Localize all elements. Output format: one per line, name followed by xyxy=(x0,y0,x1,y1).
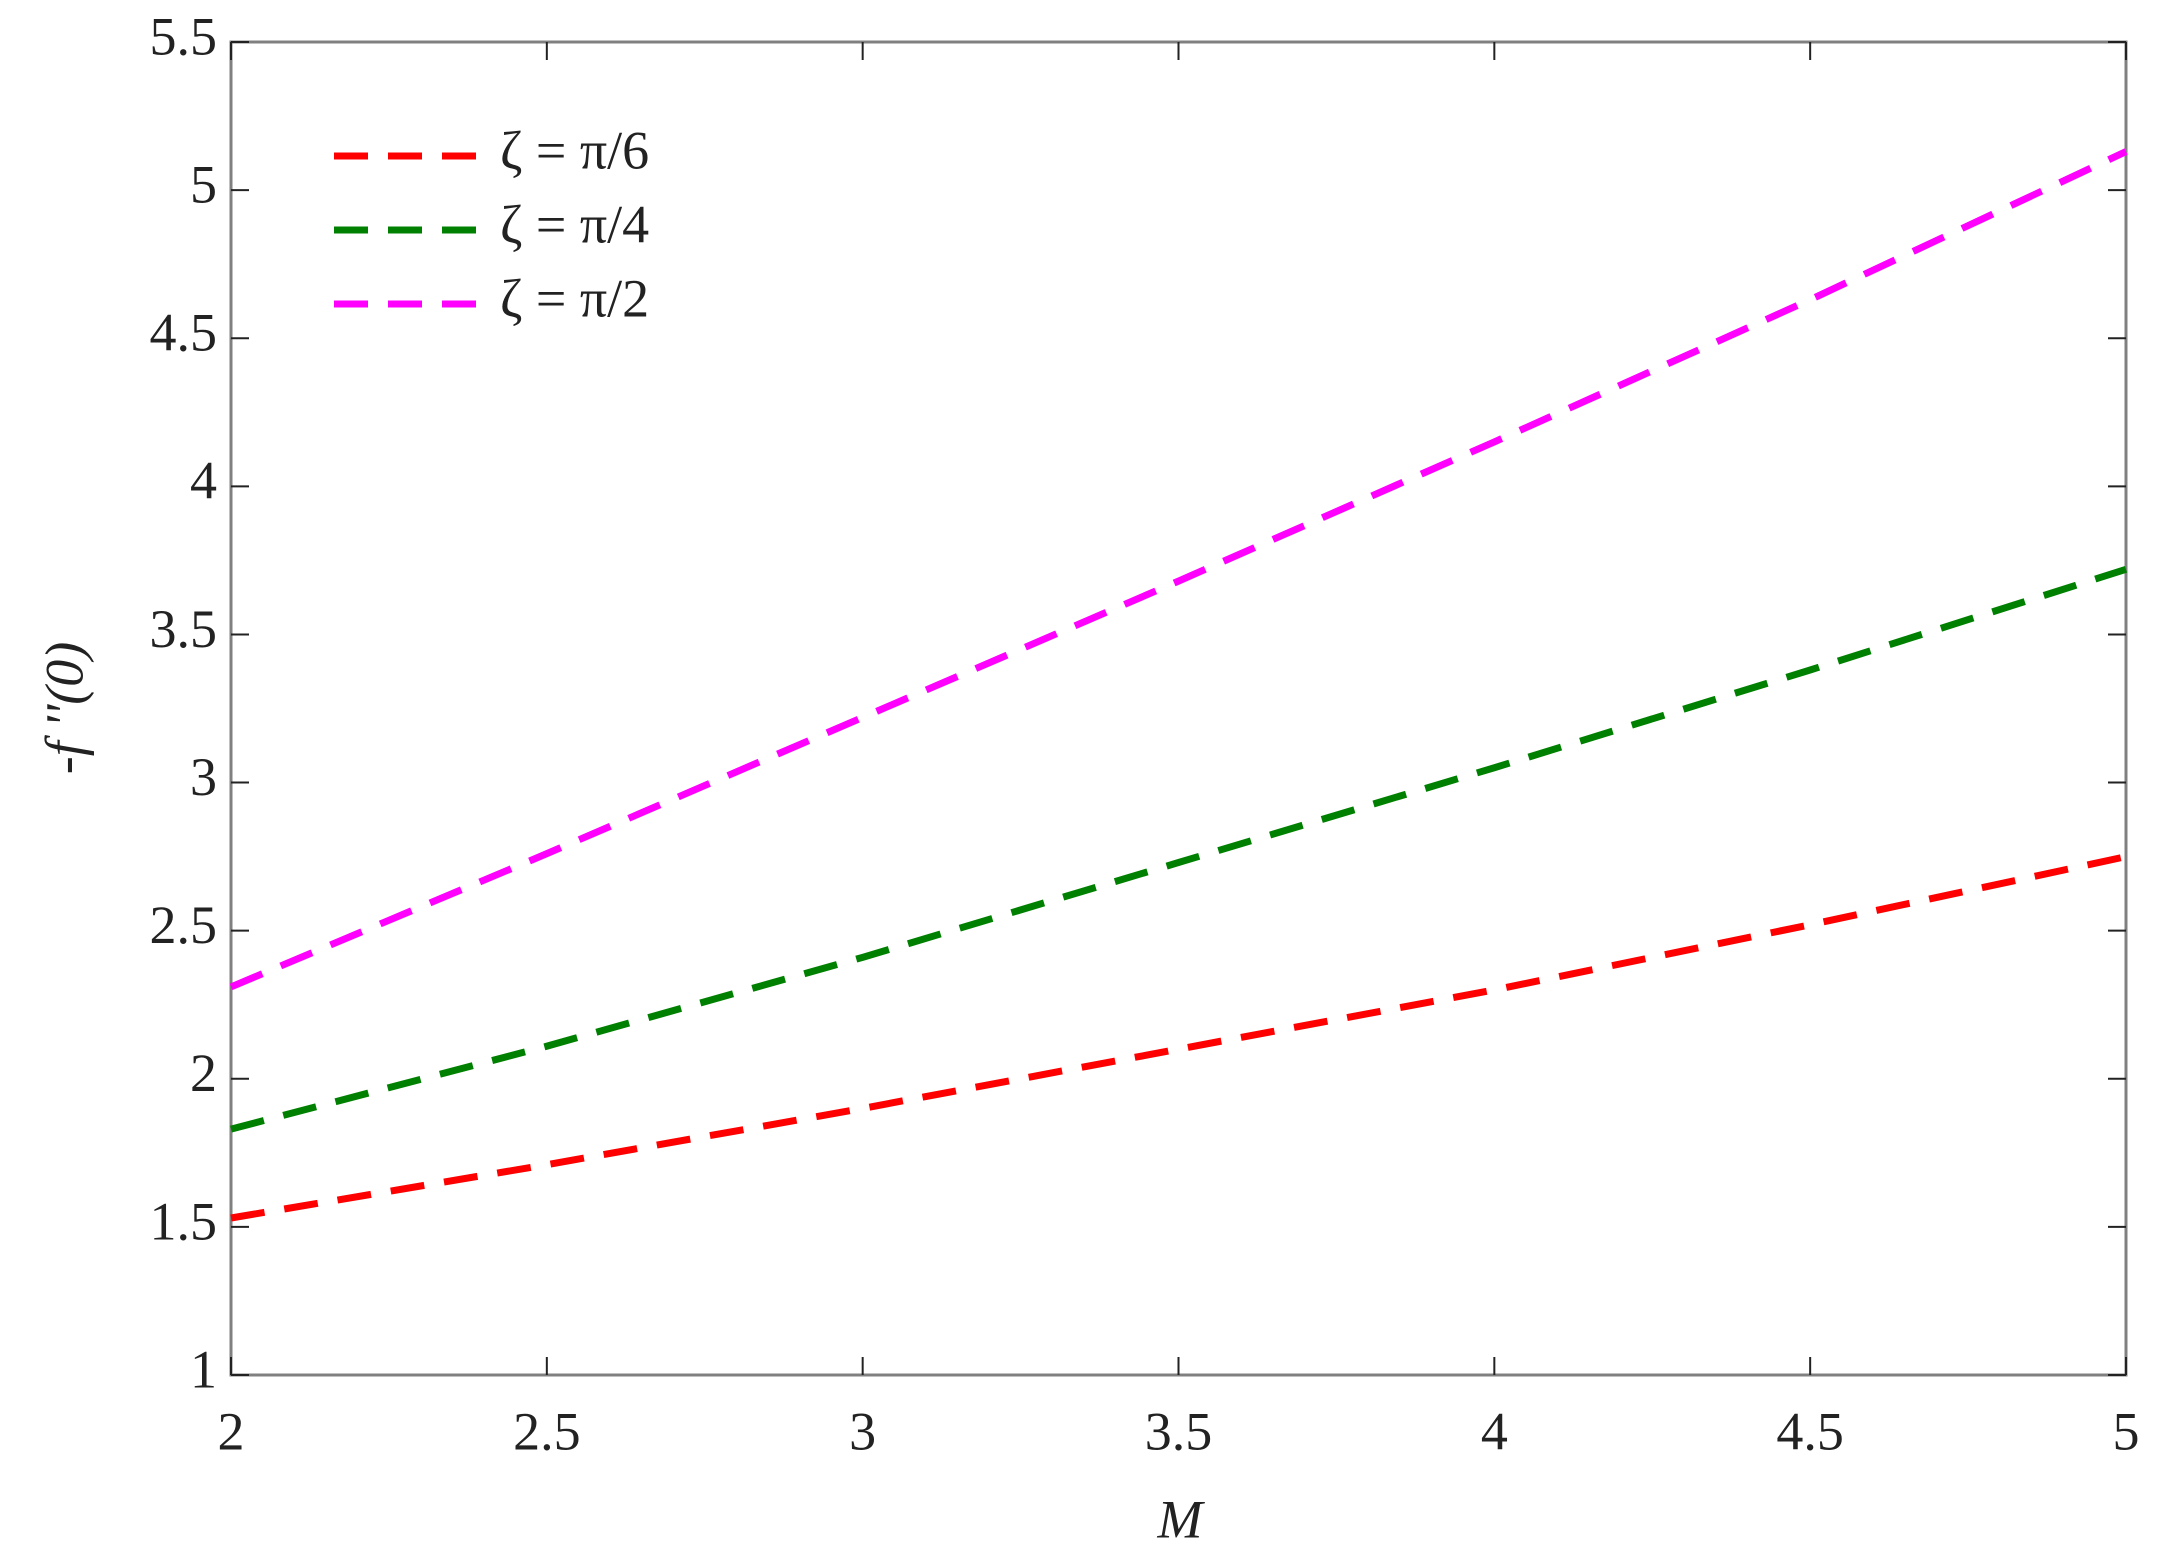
y-axis-label: -f ''(0) xyxy=(34,642,94,775)
y-tick-label: 1.5 xyxy=(150,1191,218,1251)
x-tick-label: 3.5 xyxy=(1145,1401,1213,1461)
y-tick-label: 4 xyxy=(190,451,217,511)
x-tick-label: 4 xyxy=(1481,1401,1508,1461)
x-tick-label: 2.5 xyxy=(513,1401,581,1461)
x-tick-label: 3 xyxy=(849,1401,876,1461)
data-line xyxy=(230,565,2128,1133)
x-axis-label: M xyxy=(1157,1489,1206,1549)
y-tick-label: 4.5 xyxy=(150,303,218,363)
legend-label: ζ = π/2 xyxy=(500,268,649,328)
y-tick-label: 3.5 xyxy=(150,599,218,659)
x-tick-label: 4.5 xyxy=(1776,1401,1844,1461)
x-tick-label: 5 xyxy=(2113,1401,2140,1461)
y-tick-label: 2.5 xyxy=(150,895,218,955)
legend-label: ζ = π/4 xyxy=(500,194,649,254)
y-tick-label: 3 xyxy=(190,747,217,807)
y-tick-label: 5.5 xyxy=(150,6,218,66)
x-tick-label: 2 xyxy=(218,1401,245,1461)
y-tick-label: 1 xyxy=(190,1339,217,1399)
data-line xyxy=(229,148,2128,991)
legend-label: ζ = π/6 xyxy=(500,120,649,180)
data-line xyxy=(230,853,2127,1222)
y-tick-label: 5 xyxy=(190,155,217,215)
y-tick-label: 2 xyxy=(190,1043,217,1103)
